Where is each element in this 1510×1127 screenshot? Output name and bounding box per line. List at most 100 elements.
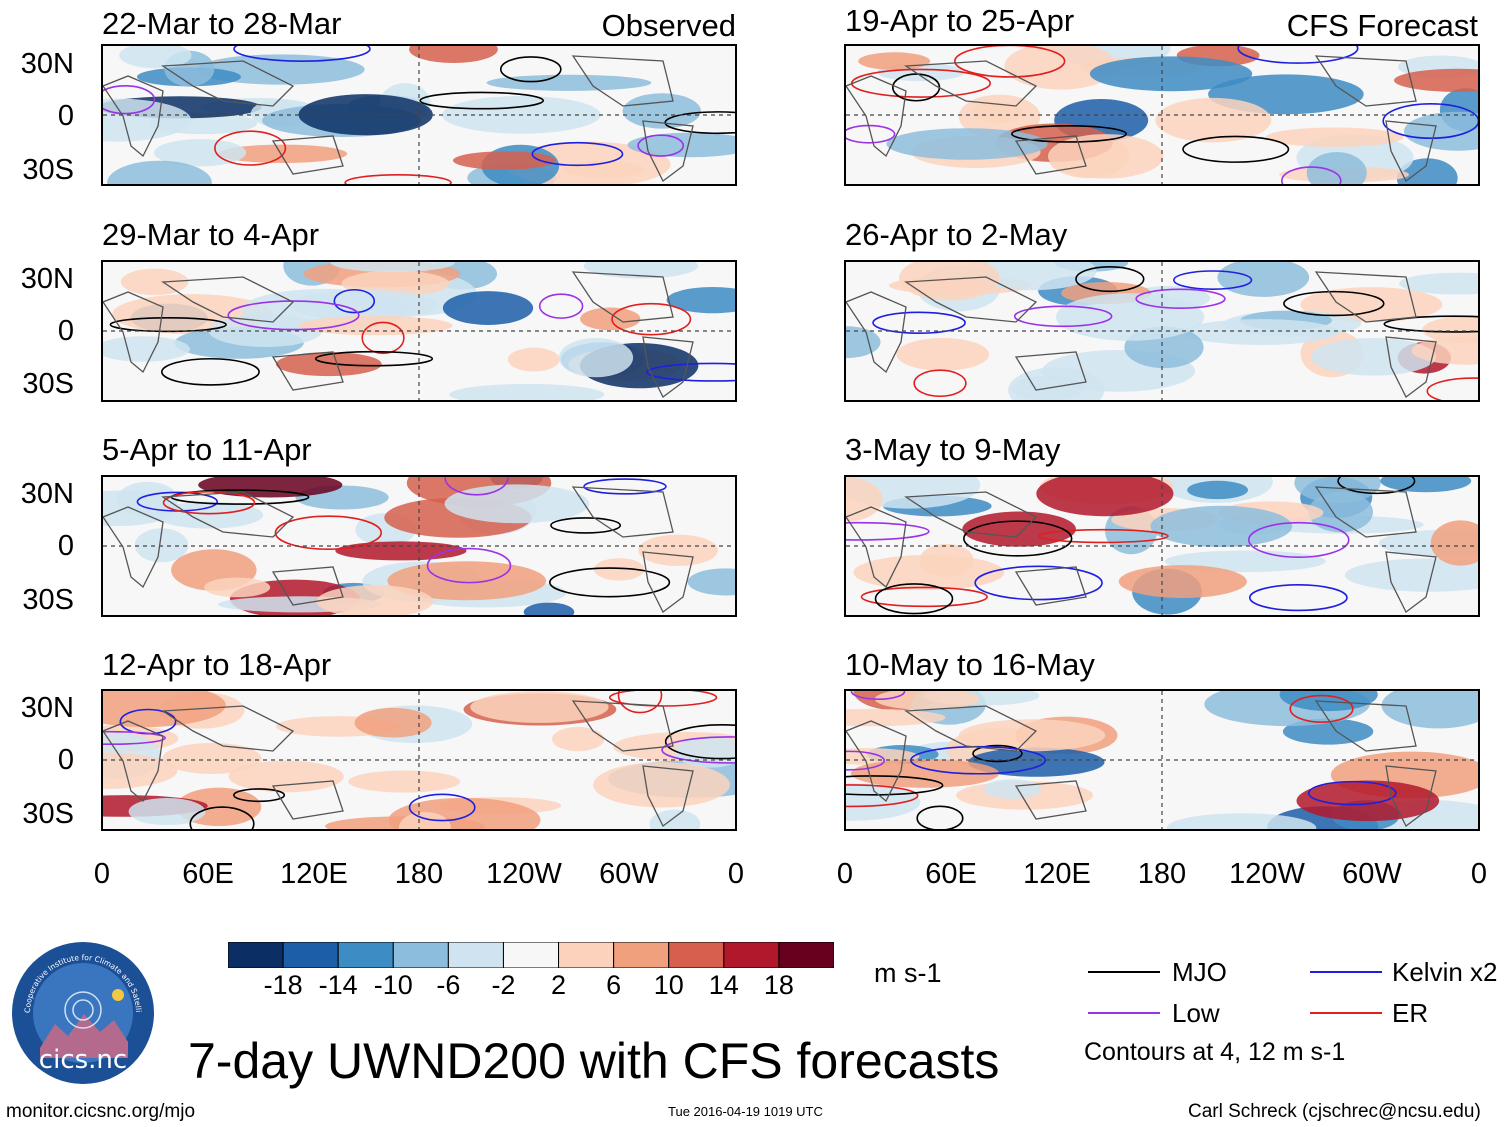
easterly-anomaly bbox=[119, 46, 192, 69]
coastline bbox=[846, 720, 907, 803]
contour-line bbox=[314, 350, 434, 367]
contour-line bbox=[1289, 694, 1354, 723]
westerly-anomaly bbox=[1036, 477, 1174, 517]
contour-line bbox=[214, 130, 287, 166]
easterly-anomaly bbox=[103, 336, 191, 362]
coastline bbox=[103, 75, 164, 158]
contour-line bbox=[1281, 166, 1342, 184]
westerly-anomaly bbox=[552, 726, 605, 752]
contour-line bbox=[1248, 584, 1348, 612]
westerly-anomaly bbox=[348, 770, 461, 793]
coastline bbox=[642, 336, 694, 398]
contour-line bbox=[846, 784, 919, 808]
contour-line bbox=[233, 46, 371, 62]
contour-line bbox=[227, 300, 360, 331]
x-tick-label: 60E bbox=[925, 858, 977, 890]
easterly-anomaly bbox=[1217, 262, 1310, 297]
colorbar-swatch bbox=[337, 942, 394, 968]
y-tick-label: 30N bbox=[20, 263, 74, 295]
panel-title: 19-Apr to 25-Apr bbox=[845, 3, 1075, 38]
contour-line bbox=[617, 691, 663, 714]
map-panel-observed-0 bbox=[101, 44, 737, 186]
legend-label-kelvin: Kelvin x2 bbox=[1392, 957, 1498, 987]
coastline bbox=[904, 60, 1038, 107]
map-panel-forecast-3 bbox=[844, 689, 1480, 831]
westerly-anomaly bbox=[120, 268, 189, 296]
y-tick-label: 30S bbox=[22, 584, 74, 616]
westerly-anomaly bbox=[846, 477, 883, 522]
contour-line bbox=[637, 134, 685, 157]
colorbar-swatch bbox=[392, 942, 449, 968]
contour-line bbox=[1173, 270, 1253, 290]
map-panel-forecast-1 bbox=[844, 260, 1480, 402]
easterly-anomaly bbox=[442, 291, 534, 325]
westerly-anomaly bbox=[1422, 315, 1478, 344]
legend-label-mjo: MJO bbox=[1172, 957, 1227, 987]
westerly-anomaly bbox=[850, 759, 1000, 788]
westerly-anomaly bbox=[1155, 97, 1272, 143]
site-link[interactable]: monitor.cicsnc.org/mjo bbox=[6, 1101, 196, 1122]
coastline bbox=[1314, 700, 1417, 752]
westerly-anomaly bbox=[899, 262, 1000, 301]
colorbar-swatches bbox=[228, 942, 834, 968]
logo-emblem-icon: Cooperative Institute for Climate and Sa… bbox=[8, 933, 154, 1084]
coastline bbox=[1314, 486, 1417, 538]
westerly-anomaly bbox=[580, 307, 641, 331]
easterly-anomaly bbox=[154, 501, 264, 529]
coastline bbox=[642, 551, 694, 613]
y-tick-label: 0 bbox=[57, 530, 74, 562]
westerly-anomaly bbox=[507, 347, 560, 372]
easterly-anomaly bbox=[1306, 152, 1367, 184]
coastline bbox=[271, 135, 344, 175]
contour-line bbox=[1038, 528, 1169, 544]
y-tick-label: 30S bbox=[22, 798, 74, 830]
contour-line bbox=[1182, 135, 1290, 163]
colorbar-tick-label: -14 bbox=[318, 970, 358, 1000]
westerly-anomaly bbox=[1118, 565, 1247, 598]
cicsnc-logo: Cooperative Institute for Climate and Sa… bbox=[8, 933, 156, 1086]
contour-line bbox=[1382, 103, 1478, 140]
contour-line bbox=[549, 567, 671, 598]
easterly-anomaly bbox=[687, 568, 735, 596]
contour-line bbox=[361, 321, 405, 355]
contour-line bbox=[344, 174, 452, 184]
colorbar-tick-label: 10 bbox=[653, 970, 684, 1000]
contour-line bbox=[1013, 305, 1113, 328]
colorbar-swatch bbox=[558, 942, 615, 968]
easterly-anomaly bbox=[1381, 691, 1478, 729]
contour-line bbox=[1337, 477, 1416, 495]
contour-line bbox=[872, 311, 966, 334]
coastline bbox=[1385, 120, 1437, 182]
map-panel-observed-2 bbox=[101, 475, 737, 617]
colorbar-tick-label: -18 bbox=[263, 970, 303, 1000]
contour-note: Contours at 4, 12 m s-1 bbox=[1084, 1038, 1346, 1066]
westerly-anomaly bbox=[204, 577, 271, 598]
colorbar-swatch bbox=[723, 942, 780, 968]
contour-line bbox=[189, 806, 255, 829]
easterly-anomaly bbox=[558, 337, 634, 378]
colorbar-tick-label: -2 bbox=[491, 970, 516, 1000]
westerly-anomaly bbox=[593, 558, 645, 581]
coastline bbox=[271, 566, 344, 606]
easterly-anomaly bbox=[627, 132, 735, 158]
units-label: m s-1 bbox=[874, 958, 942, 988]
x-tick-label: 180 bbox=[394, 858, 444, 890]
coastline bbox=[271, 351, 344, 391]
contour-line bbox=[954, 46, 1066, 78]
colorbar-swatch bbox=[282, 942, 339, 968]
colorbar-tick-label: 18 bbox=[763, 970, 794, 1000]
x-tick-label: 60E bbox=[182, 858, 234, 890]
contour-line bbox=[963, 520, 1073, 557]
x-tick-label: 0 bbox=[1470, 858, 1488, 890]
legend-label-low: Low bbox=[1172, 998, 1220, 1028]
panel-title: 22-Mar to 28-Mar bbox=[102, 6, 342, 41]
contour-line bbox=[846, 775, 944, 796]
coastline bbox=[161, 705, 295, 752]
timestamp: Tue 2016-04-19 1019 UTC bbox=[668, 1104, 823, 1119]
legend-line-kelvin bbox=[1310, 971, 1382, 973]
contour-line bbox=[274, 515, 383, 551]
contour-line bbox=[419, 91, 545, 110]
colorbar-swatch bbox=[502, 942, 560, 968]
x-tick-label: 0 bbox=[93, 858, 111, 890]
coastline bbox=[904, 705, 1038, 752]
